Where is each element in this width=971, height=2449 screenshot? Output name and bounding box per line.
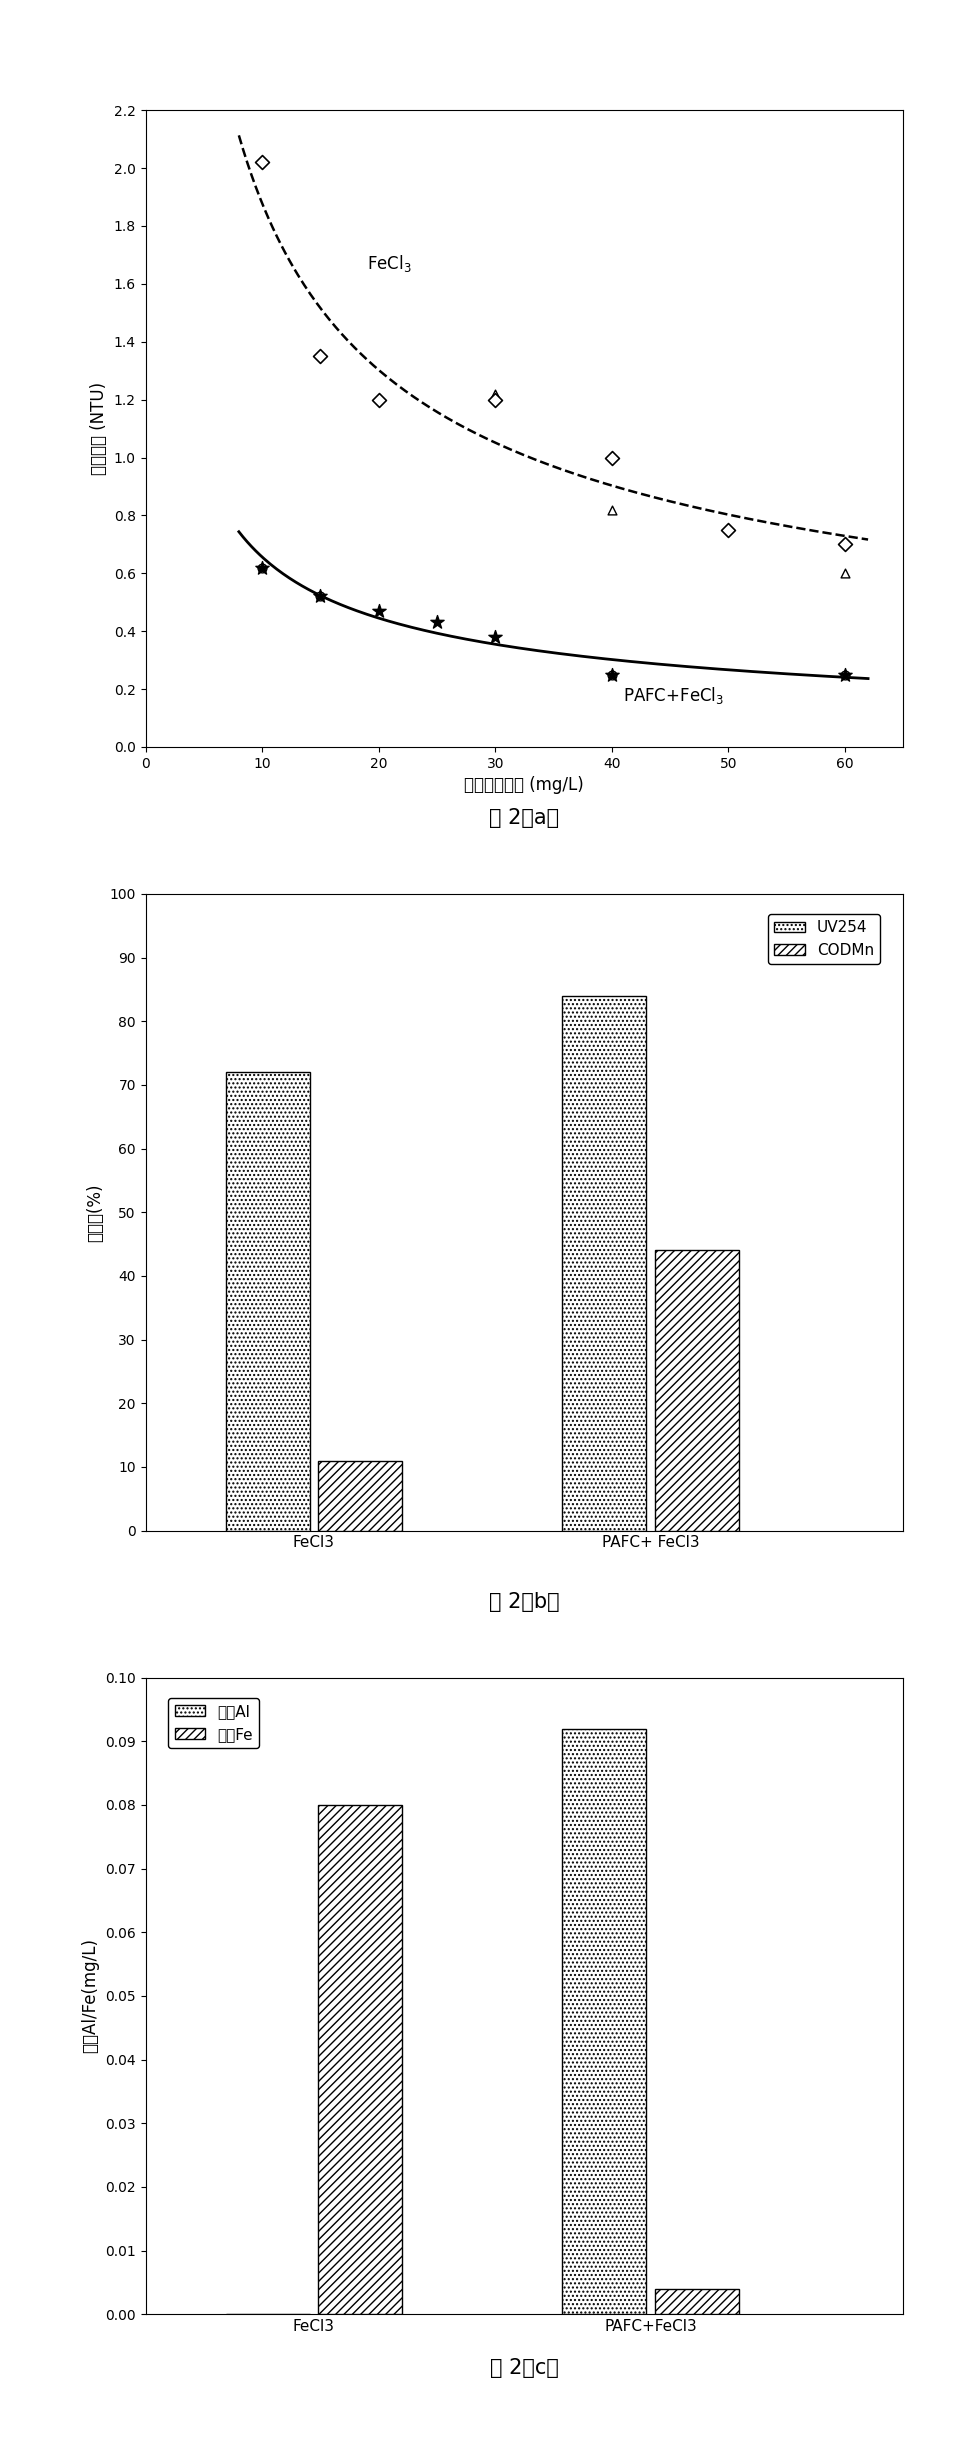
Point — [313, 578, 328, 617]
Bar — [225, 1073, 310, 1531]
Legend: UV254, CODMn: UV254, CODMn — [768, 913, 881, 965]
Point — [837, 553, 853, 593]
Point — [604, 654, 619, 693]
Text: 图 2（b）: 图 2（b） — [489, 1592, 559, 1611]
Point — [720, 509, 736, 549]
Point — [254, 142, 270, 181]
Point — [429, 602, 445, 642]
Point — [604, 490, 619, 529]
Point — [487, 375, 503, 414]
Bar — [318, 1460, 402, 1531]
Point — [837, 654, 853, 693]
Point — [371, 590, 386, 629]
Bar — [562, 1729, 647, 2314]
Text: FeCl$_3$: FeCl$_3$ — [367, 252, 412, 274]
Bar — [654, 1251, 739, 1531]
Text: 图 2（a）: 图 2（a） — [489, 808, 559, 828]
Y-axis label: 剩余浊度 (NTU): 剩余浊度 (NTU) — [90, 382, 108, 475]
Point — [254, 549, 270, 588]
Point — [487, 380, 503, 419]
Bar — [562, 997, 647, 1531]
Text: 图 2（c）: 图 2（c） — [490, 2358, 558, 2378]
Point — [604, 438, 619, 478]
Text: PAFC+FeCl$_3$: PAFC+FeCl$_3$ — [623, 686, 724, 705]
Point — [837, 524, 853, 563]
Point — [313, 336, 328, 375]
Point — [371, 380, 386, 419]
Bar — [654, 2290, 739, 2314]
Point — [604, 654, 619, 693]
Y-axis label: 去除率(%): 去除率(%) — [86, 1183, 104, 1242]
Point — [254, 549, 270, 588]
Y-axis label: 剩余Al/Fe(mg/L): 剩余Al/Fe(mg/L) — [82, 1940, 100, 2052]
Bar — [318, 1805, 402, 2314]
Point — [837, 654, 853, 693]
Legend: 剩余Al, 剩余Fe: 剩余Al, 剩余Fe — [168, 1697, 259, 1749]
Point — [487, 617, 503, 656]
Point — [313, 578, 328, 617]
X-axis label: 混凝剂总投量 (mg/L): 混凝剂总投量 (mg/L) — [464, 776, 585, 793]
